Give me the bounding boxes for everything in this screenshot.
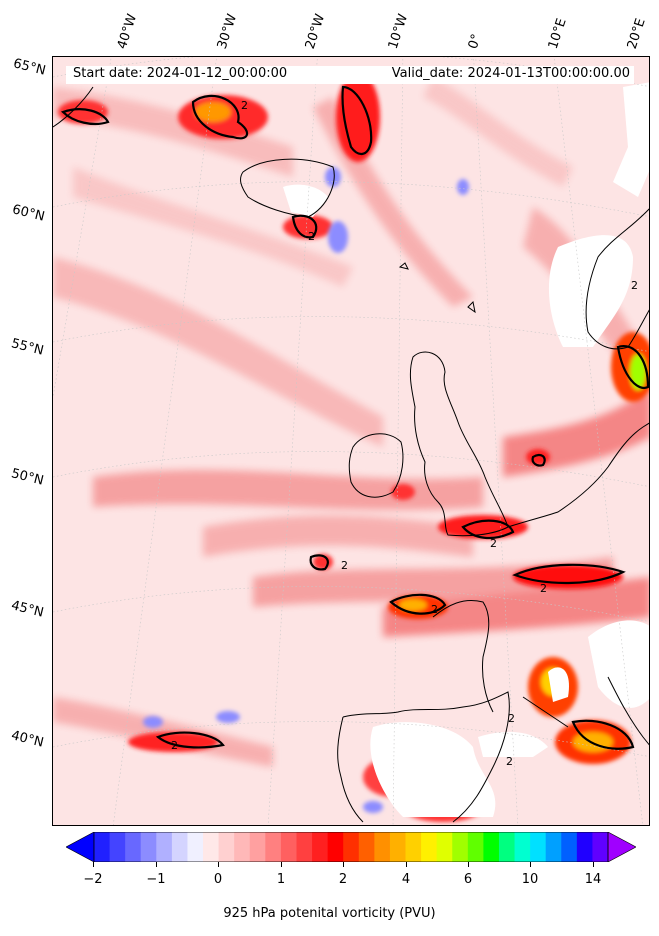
contour-label: 2 (341, 559, 348, 572)
colorbar-cell (249, 832, 266, 862)
contour-label: 2 (308, 230, 315, 243)
pv-map: 2 2 2 2 2 2 2 2 2 2 (53, 57, 649, 825)
colorbar-tick-label: 1 (276, 872, 286, 887)
colorbar-tick-mark (406, 862, 407, 867)
lat-label-60n: 60°N (10, 202, 47, 225)
colorbar-cell (156, 832, 173, 862)
colorbar-cell (452, 832, 469, 862)
colorbar-cell (389, 832, 407, 862)
colorbar-cell (125, 832, 142, 862)
colorbar-cell (109, 832, 126, 862)
colorbar-cell (436, 832, 453, 862)
colorbar-cell (203, 832, 220, 862)
colorbar-tick-mark (93, 862, 94, 867)
lat-label-45n: 45°N (9, 598, 46, 621)
contour-label: 2 (506, 755, 513, 768)
colorbar-cell (467, 832, 484, 862)
colorbar-tick-mark (468, 862, 469, 867)
lon-label-40w: 40°W (114, 12, 141, 51)
contour-label: 2 (171, 739, 178, 752)
colorbar-cell (312, 832, 329, 862)
contour-label: 2 (490, 537, 497, 550)
contour-label: 2 (540, 582, 547, 595)
lon-label-20e: 20°E (624, 16, 649, 51)
colorbar-outline (93, 832, 609, 862)
colorbar-cell (530, 832, 547, 862)
lat-label-55n: 55°N (9, 336, 46, 359)
lon-label-10w: 10°W (385, 12, 412, 51)
colorbar-tick-mark (343, 862, 344, 867)
colorbar-label: 925 hPa potenital vorticity (PVU) (223, 906, 436, 921)
lon-label-0: 0° (465, 32, 485, 51)
colorbar-cell (483, 832, 500, 862)
colorbar-cell (265, 832, 282, 862)
colorbar-tick-mark (218, 862, 219, 867)
colorbar-cell (358, 832, 375, 862)
colorbar-cell (218, 832, 235, 862)
map-panel: 2 2 2 2 2 2 2 2 2 2 (52, 56, 650, 826)
colorbar-tick-mark (593, 862, 594, 867)
colorbar-cell (576, 832, 593, 862)
contour-labels: 2 2 2 2 2 2 2 2 2 2 (171, 99, 638, 768)
colorbar-tick-label: 0 (213, 872, 223, 887)
lon-label-10e: 10°E (545, 16, 570, 51)
colorbar-cell (280, 832, 297, 862)
colorbar-cell (545, 832, 562, 862)
lon-label-30w: 30°W (214, 12, 241, 51)
colorbar-tick-label: 6 (463, 872, 473, 887)
colorbar-cell (327, 832, 344, 862)
colorbar-cell (498, 832, 516, 862)
colorbar-cell (187, 832, 204, 862)
colorbar-cell (140, 832, 157, 862)
contour-label: 2 (631, 279, 638, 292)
colorbar-cell (296, 832, 313, 862)
colorbar-tick-mark (281, 862, 282, 867)
colorbar-tick-mark (530, 862, 531, 867)
lat-label-50n: 50°N (9, 466, 46, 489)
colorbar-cell (561, 832, 578, 862)
contour-label: 2 (431, 603, 438, 616)
colorbar-cell (343, 832, 360, 862)
colorbar-cell (234, 832, 251, 862)
lon-label-20w: 20°W (302, 12, 329, 51)
start-date-label: Start date: 2024-01-12_00:00:00 (73, 66, 288, 81)
colorbar-extend-low (66, 832, 95, 862)
colorbar-cell (592, 832, 609, 862)
colorbar-cell (94, 832, 111, 862)
colorbar-tick-label: −1 (146, 872, 166, 887)
colorbar-cell (405, 832, 422, 862)
colorbar-cell (374, 832, 391, 862)
contour-label: 2 (241, 99, 248, 112)
colorbar-extend-high (607, 832, 636, 862)
colorbar-tick-label: 2 (338, 872, 348, 887)
colorbar (66, 832, 636, 862)
colorbar-tick-label: 4 (401, 872, 411, 887)
valid-date-label: Valid_date: 2024-01-13T00:00:00.00 (391, 66, 630, 81)
colorbar-tick-label: 10 (521, 872, 539, 887)
colorbar-cell (514, 832, 531, 862)
colorbar-tick-label: −2 (83, 872, 103, 887)
colorbar-cell (421, 832, 438, 862)
lat-label-40n: 40°N (9, 728, 46, 751)
contour-label: 2 (508, 712, 515, 725)
colorbar-tick-mark (156, 862, 157, 867)
colorbar-tick-label: 14 (584, 872, 602, 887)
title-background (66, 66, 634, 84)
lat-label-65n: 65°N (11, 56, 48, 79)
colorbar-cell (171, 832, 188, 862)
